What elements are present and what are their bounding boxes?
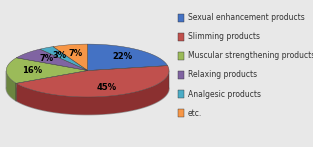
Text: Analgesic products: Analgesic products — [188, 90, 261, 99]
Text: 45%: 45% — [96, 83, 116, 92]
Text: Muscular strengthening products: Muscular strengthening products — [188, 51, 313, 60]
Text: 22%: 22% — [113, 52, 133, 61]
Polygon shape — [40, 47, 88, 71]
FancyBboxPatch shape — [178, 109, 184, 117]
FancyBboxPatch shape — [178, 52, 184, 60]
Polygon shape — [6, 58, 88, 83]
Polygon shape — [6, 88, 169, 115]
Text: Slimming products: Slimming products — [188, 32, 260, 41]
Text: Relaxing products: Relaxing products — [188, 70, 257, 80]
Polygon shape — [16, 49, 88, 71]
Text: etc.: etc. — [188, 109, 202, 118]
Polygon shape — [16, 66, 169, 97]
Text: Sexual enhancement products: Sexual enhancement products — [188, 13, 305, 22]
FancyBboxPatch shape — [178, 33, 184, 41]
FancyBboxPatch shape — [178, 14, 184, 22]
Polygon shape — [88, 44, 167, 71]
Text: 16%: 16% — [22, 66, 42, 75]
Polygon shape — [53, 44, 88, 71]
Polygon shape — [16, 71, 169, 115]
Text: 7%: 7% — [69, 49, 83, 57]
Text: 3%: 3% — [52, 51, 67, 60]
FancyBboxPatch shape — [178, 71, 184, 79]
FancyBboxPatch shape — [178, 90, 184, 98]
Polygon shape — [6, 71, 16, 101]
Text: 7%: 7% — [39, 54, 53, 63]
